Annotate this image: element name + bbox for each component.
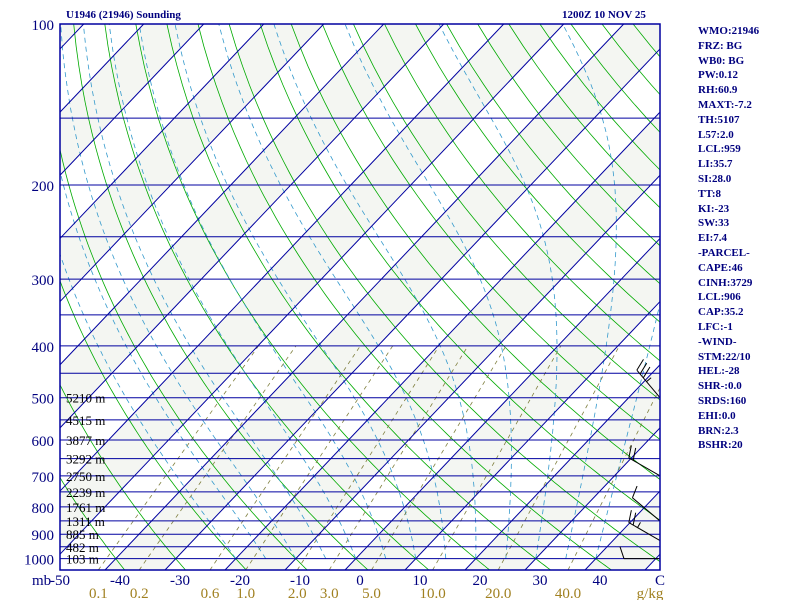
wind-barb-staff (629, 458, 660, 476)
index-line: BRN:2.3 (698, 424, 798, 439)
height-label: 3292 m (66, 452, 105, 467)
isotherm (0, 24, 24, 570)
height-label: 4515 m (66, 413, 105, 428)
pressure-tick-label: 500 (32, 392, 55, 408)
index-line: TH:5107 (698, 113, 798, 128)
height-label: 5210 m (66, 391, 105, 406)
pressure-units-label: mb (32, 573, 51, 589)
mixing-ratio-label: 2.0 (288, 586, 307, 600)
temperature-tick-label: -50 (50, 573, 70, 589)
temperature-tick-label: 40 (593, 573, 608, 589)
mixing-ratio-units: g/kg (637, 586, 664, 600)
index-line: BSHR:20 (698, 438, 798, 453)
mixing-ratio-label: 0.6 (201, 586, 220, 600)
index-line: LI:35.7 (698, 157, 798, 172)
index-line: RH:60.9 (698, 83, 798, 98)
index-line: CINH:3729 (698, 276, 798, 291)
index-line: SHR-:0.0 (698, 379, 798, 394)
height-label: 103 m (66, 552, 99, 567)
index-line: SRDS:160 (698, 394, 798, 409)
index-line: HEL:-28 (698, 364, 798, 379)
temperature-tick-label: -40 (110, 573, 130, 589)
mixing-ratio-label: 10.0 (420, 586, 446, 600)
pressure-tick-label: 600 (32, 434, 55, 450)
temperature-tick-label: 30 (533, 573, 548, 589)
pressure-tick-label: 100 (32, 18, 55, 34)
index-line: LCL:959 (698, 142, 798, 157)
height-label: 2239 m (66, 485, 105, 500)
height-label: 2750 m (66, 469, 105, 484)
index-line: WB0: BG (698, 54, 798, 69)
mixing-ratio-label: 20.0 (485, 586, 511, 600)
index-line: KI:-23 (698, 202, 798, 217)
mixing-ratio-label: 3.0 (320, 586, 339, 600)
pressure-axis-labels: 100 200 300 400 500 600 700 800 900 1000 (24, 18, 54, 569)
index-line: -WIND- (698, 335, 798, 350)
pressure-tick-label: 1000 (24, 553, 54, 569)
mixing-ratio-label: 1.0 (236, 586, 255, 600)
index-line: LCL:906 (698, 290, 798, 305)
index-line: FRZ: BG (698, 39, 798, 54)
index-line: SW:33 (698, 216, 798, 231)
height-label: 1761 m (66, 500, 105, 515)
mixing-ratio-label: 5.0 (362, 586, 381, 600)
wind-barb-feather (637, 359, 644, 370)
pressure-tick-label: 400 (32, 340, 55, 356)
height-label: 3877 m (66, 433, 105, 448)
index-line: -PARCEL- (698, 246, 798, 261)
pressure-tick-label: 300 (32, 273, 55, 289)
index-line: CAP:35.2 (698, 305, 798, 320)
mixing-ratio-label: 0.1 (89, 586, 108, 600)
mixing-ratio-label: 40.0 (555, 586, 581, 600)
index-line: TT:8 (698, 187, 798, 202)
temperature-tick-label: -30 (170, 573, 190, 589)
index-line: L57:2.0 (698, 128, 798, 143)
index-line: MAXT:-7.2 (698, 98, 798, 113)
index-line: PW:0.12 (698, 68, 798, 83)
pressure-tick-label: 700 (32, 470, 55, 486)
index-line: LFC:-1 (698, 320, 798, 335)
pressure-tick-label: 900 (32, 528, 55, 544)
index-line: SI:28.0 (698, 172, 798, 187)
index-line: EHI:0.0 (698, 409, 798, 424)
index-line: WMO:21946 (698, 24, 798, 39)
index-line: STM:22/10 (698, 350, 798, 365)
pressure-tick-label: 800 (32, 501, 55, 517)
valid-time: 1200Z 10 NOV 25 (562, 9, 646, 21)
index-line: CAPE:46 (698, 261, 798, 276)
index-line: EI:7.4 (698, 231, 798, 246)
station-title: U1946 (21946) Sounding (66, 9, 181, 21)
mixing-ratio-label: 0.2 (130, 586, 149, 600)
pressure-tick-label: 200 (32, 179, 55, 195)
